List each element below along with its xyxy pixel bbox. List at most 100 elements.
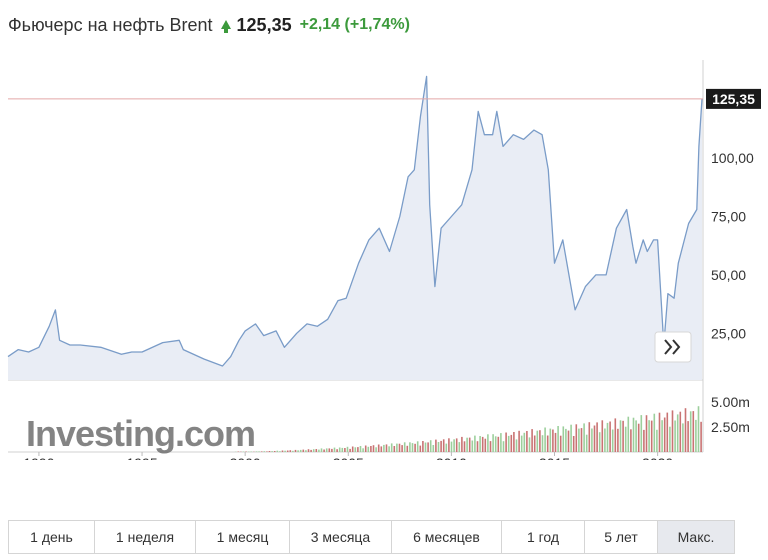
volume-bar (461, 436, 463, 452)
volume-bar (546, 435, 549, 452)
volume-bar (593, 425, 596, 452)
volume-bar (645, 415, 648, 452)
double-chevron-right-icon (664, 339, 681, 355)
current-price-label: 125,35 (712, 91, 755, 107)
volume-bar (653, 413, 656, 452)
tab-3-months[interactable]: 3 месяца (290, 521, 392, 553)
tab-1-year[interactable]: 1 год (502, 521, 585, 553)
volume-bar (432, 445, 435, 452)
volume-bar (271, 451, 273, 452)
tab-1-day[interactable]: 1 день (9, 521, 95, 553)
volume-bar (619, 420, 622, 452)
volume-bar (572, 436, 575, 452)
volume-bar (263, 451, 266, 452)
tab-1-week[interactable]: 1 неделя (95, 521, 196, 553)
volume-bar (606, 422, 609, 452)
volume-bar (679, 411, 682, 452)
volume-bar (362, 448, 364, 452)
volume-bar (250, 451, 253, 452)
volume-bar (289, 450, 292, 452)
volume-bar (484, 438, 487, 452)
change-percent: (+1,74%) (344, 16, 410, 33)
volume-bar (507, 435, 510, 452)
volume-bar (380, 446, 383, 452)
volume-bar (549, 428, 552, 452)
volume-bar (318, 449, 320, 452)
volume-bar (695, 419, 697, 452)
volume-bar (479, 436, 481, 452)
volume-bar (292, 450, 294, 452)
volume-bar (396, 443, 398, 452)
volume-bar (284, 450, 286, 452)
volume-bar (307, 449, 310, 452)
volume-bar (442, 439, 445, 452)
volume-bar (455, 438, 458, 452)
volume-bar (320, 448, 323, 452)
volume-bar (242, 451, 245, 452)
volume-bar (541, 435, 544, 452)
volume-bar (468, 437, 471, 452)
price-change: +2,14 (+1,74%) (300, 16, 410, 34)
volume-bar (406, 445, 409, 452)
volume-bar (357, 447, 359, 452)
volume-bar (305, 450, 307, 452)
volume-bar (299, 449, 302, 452)
volume-bar (588, 422, 591, 452)
volume-bar (630, 429, 632, 452)
tab-1-month[interactable]: 1 месяц (196, 521, 290, 553)
volume-bar (398, 443, 401, 452)
volume-bar (403, 442, 406, 452)
volume-bar (333, 447, 336, 452)
volume-bar (622, 420, 624, 452)
volume-bar (614, 418, 617, 452)
price-area-fill (8, 76, 702, 381)
y-tick-label: 75,00 (711, 208, 746, 224)
x-tick-label: 2020 (642, 455, 673, 460)
volume-bar (481, 436, 484, 452)
x-tick-label: 2000 (230, 455, 261, 460)
y-tick-label: 25,00 (711, 325, 746, 341)
volume-bar (559, 435, 562, 452)
volume-bar (544, 427, 546, 452)
volume-bar (383, 444, 385, 452)
volume-bar (437, 442, 440, 452)
tab-max[interactable]: Макс. (658, 521, 734, 553)
volume-bar (375, 447, 377, 452)
volume-bar (268, 451, 271, 452)
scroll-button-bg[interactable] (654, 331, 692, 363)
volume-bar (297, 450, 299, 452)
volume-bar (385, 444, 388, 452)
y-tick-label: 50,00 (711, 267, 746, 283)
tab-6-months[interactable]: 6 месяцев (392, 521, 502, 553)
volume-bar (494, 436, 497, 452)
volume-bar (377, 444, 380, 452)
volume-bar (596, 422, 598, 452)
price-chart[interactable]: 100,00 75,00 50,00 25,00 1990 1995 2000 2005 201… (0, 50, 768, 460)
scroll-right-button[interactable] (654, 331, 692, 363)
volume-bar (637, 423, 640, 452)
volume-bar (648, 420, 650, 452)
volume-bar (661, 420, 663, 452)
volume-bar (557, 426, 559, 452)
volume-bar (666, 412, 669, 452)
volume-bar (323, 449, 325, 452)
volume-bar (266, 451, 268, 452)
volume-bar (575, 424, 578, 452)
volume-bar (520, 435, 523, 452)
volume-bar (552, 429, 554, 452)
volume-tick-label: 5.00m (711, 394, 750, 410)
price-line (7, 75, 703, 367)
tab-5-years[interactable]: 5 лет (585, 521, 658, 553)
volume-bar (697, 406, 700, 452)
volume-bar (505, 432, 507, 452)
investing-watermark: Investing.com (26, 413, 255, 454)
volume-bar (448, 438, 450, 452)
volume-bar (354, 447, 357, 452)
volume-bar (650, 420, 653, 452)
volume-bar (533, 435, 536, 452)
volume-bar (315, 449, 318, 452)
volume-bar (450, 441, 453, 452)
volume-bar (567, 430, 570, 452)
volume-bar (466, 437, 468, 452)
volume-bar (601, 420, 604, 452)
